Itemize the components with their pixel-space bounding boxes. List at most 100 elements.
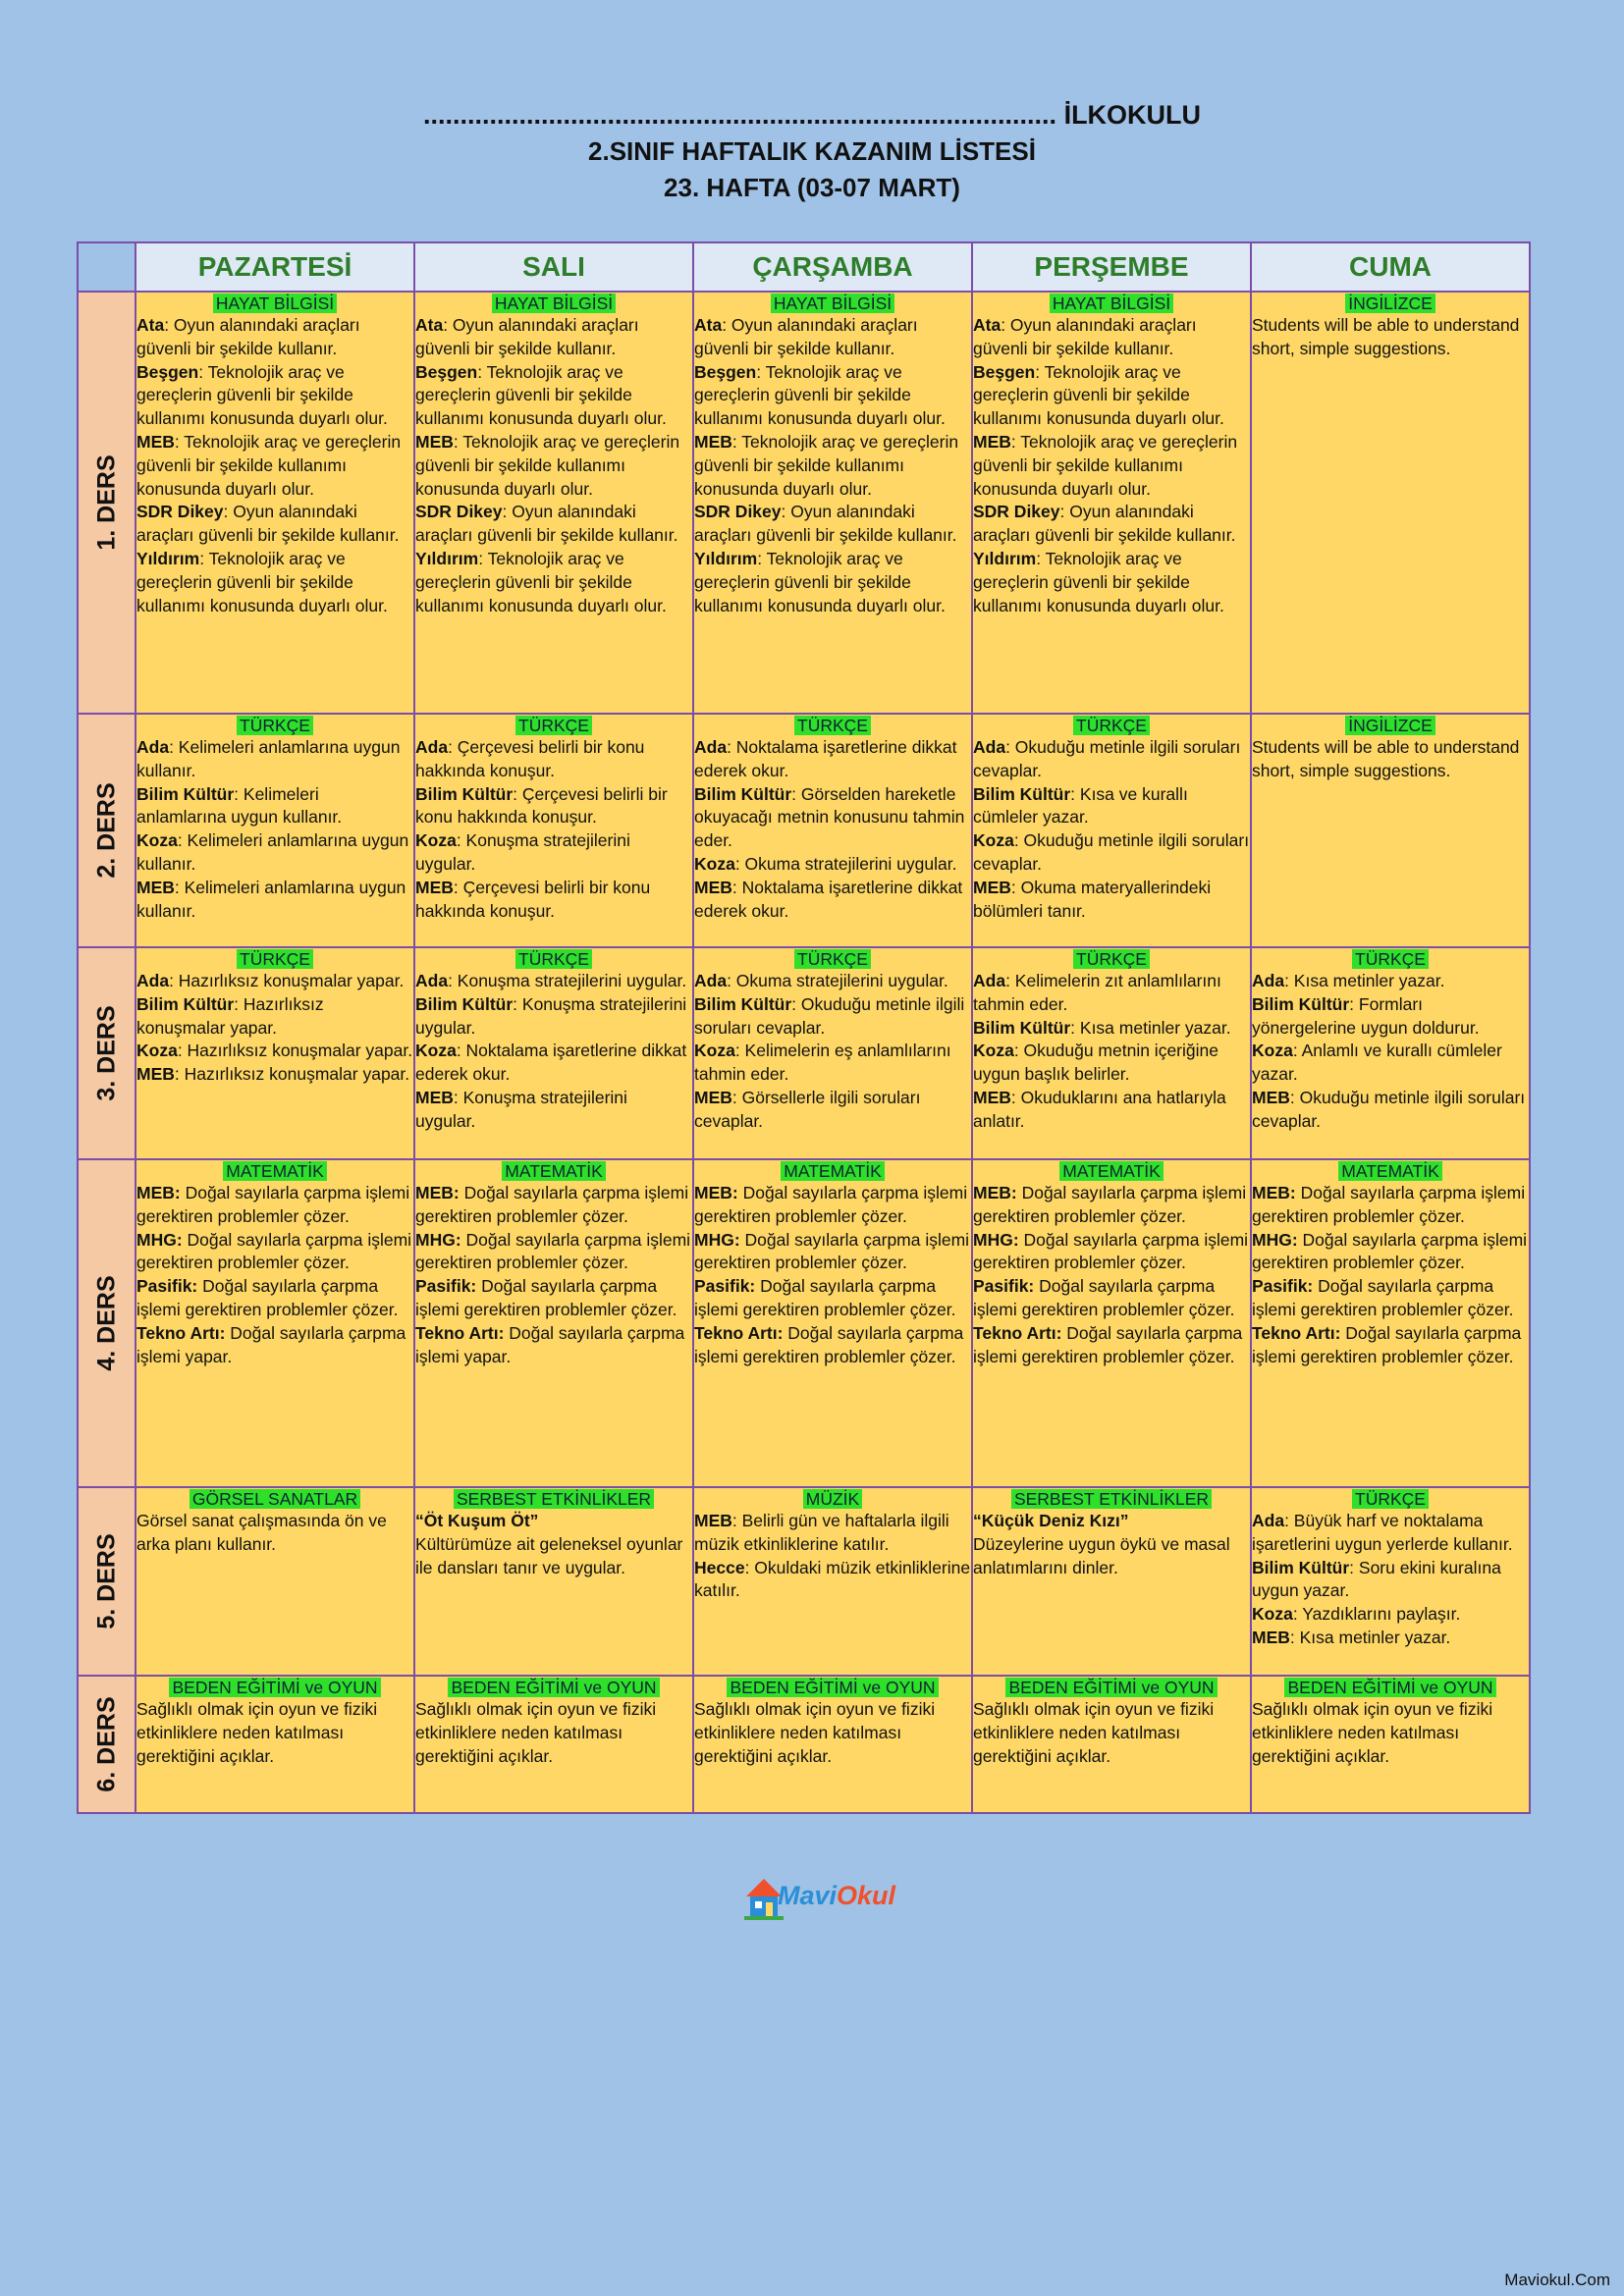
book-name: Koza	[415, 830, 457, 851]
outcome-text: Doğal sayılarla çarpma işlemi gerektiren…	[973, 1183, 1247, 1226]
outcome-text: Doğal sayılarla çarpma işlemi gerektiren…	[1252, 1322, 1522, 1366]
outcome-entry: Bilim Kültür: Okuduğu metinle ilgili sor…	[694, 993, 970, 1041]
outcome-entry: Pasifik: Doğal sayılarla çarpma işlemi g…	[415, 1275, 691, 1322]
outcome-text: : Çerçevesi belirli bir konu hakkında ko…	[415, 783, 668, 828]
outcome-entry: Ata: Oyun alanındaki araçları güvenli bi…	[415, 314, 691, 361]
subject-label: SERBEST ETKİNLİKLER	[453, 1489, 655, 1509]
lesson-row: 5. DERS GÖRSEL SANATLAR Görsel sanat çalış…	[77, 1486, 1531, 1677]
outcome-entry: “Öt Kuşum Öt”	[416, 1510, 691, 1533]
schedule-table: PAZARTESİ SALI ÇARŞAMBA PERŞEMBE CUMA 1.…	[77, 241, 1531, 1814]
outcome-text: : Noktalama işaretlerine dikkat ederek o…	[415, 1041, 687, 1085]
book-name: MEB	[694, 431, 732, 452]
lesson-cell: TÜRKÇE Ada: Çerçevesi belirli bir konu ha…	[413, 713, 694, 948]
outcome-entry: Ata: Oyun alanındaki araçları güvenli bi…	[695, 314, 970, 361]
book-name: MEB:	[973, 1183, 1017, 1202]
outcome-text: Doğal sayılarla çarpma işlemi gerektiren…	[973, 1229, 1249, 1273]
outcome-entry: MEB: Okuduklarını ana hatlarıyla anlatır…	[974, 1087, 1249, 1134]
outcome-text: : Okuduğu metinle ilgili soruları cevapl…	[973, 830, 1250, 874]
subject-label-wrap: MATEMATİK	[1253, 1161, 1528, 1182]
outcome-entry: MHG: Doğal sayılarla çarpma işlemi gerek…	[695, 1229, 970, 1276]
lesson-cell: MATEMATİK MEB: Doğal sayılarla çarpma işl…	[971, 1158, 1252, 1488]
outcome-text: : Teknolojik araç ve gereçlerin güvenli …	[415, 548, 667, 615]
subject-label-wrap: TÜRKÇE	[137, 716, 412, 736]
outcome-entry: Tekno Artı: Doğal sayılarla çarpma işlem…	[1252, 1322, 1528, 1369]
lesson-cell: BEDEN EĞİTİMİ ve OYUN Sağlıklı olmak için…	[413, 1675, 694, 1814]
book-name: SDR Dikey	[694, 502, 782, 522]
house-icon	[744, 1879, 784, 1920]
outcome-text: Doğal sayılarla çarpma işlemi yapar.	[415, 1322, 685, 1366]
subject-label: HAYAT BİLGİSİ	[212, 294, 338, 313]
subject-label-wrap: MATEMATİK	[695, 1161, 970, 1182]
book-name: Ada	[973, 971, 1006, 990]
subject-label-wrap: TÜRKÇE	[416, 949, 691, 970]
outcome-entry: Sağlıklı olmak için oyun ve fiziki etkin…	[137, 1698, 412, 1768]
outcome-text: : Oyun alanındaki araçları güvenli bir ş…	[415, 315, 639, 358]
book-name: SDR Dikey	[136, 502, 224, 522]
outcome-entry: Koza: Hazırlıksız konuşmalar yapar.	[137, 1040, 412, 1063]
lesson-cell: İNGİLİZCE Students will be able to unders…	[1250, 291, 1531, 715]
lesson-row: 4. DERS MATEMATİK MEB: Doğal sayılarla çar…	[77, 1158, 1531, 1488]
outcome-entry: “Küçük Deniz Kızı”	[974, 1510, 1249, 1533]
outcome-text: : Teknolojik araç ve gereçlerin güvenli …	[973, 431, 1238, 499]
subject-label-wrap: HAYAT BİLGİSİ	[974, 294, 1249, 314]
book-name: Ada	[973, 737, 1006, 757]
lesson-label-text: 6. DERS	[92, 1696, 120, 1792]
outcome-entry: MEB: Belirli gün ve haftalarla ilgili mü…	[694, 1510, 970, 1557]
book-name: Tekno Artı:	[1252, 1322, 1341, 1343]
book-name: MEB	[1252, 1627, 1290, 1647]
book-name: Yıldırım	[415, 548, 479, 568]
outcome-entry: Yıldırım: Teknolojik araç ve gereçlerin …	[415, 548, 691, 617]
subject-label-wrap: MÜZİK	[695, 1489, 970, 1510]
outcome-text: : Kelimeleri anlamlarına uygun kullanır.	[136, 783, 343, 828]
book-name: Ada	[1252, 1511, 1285, 1530]
book-name: MEB	[136, 877, 175, 897]
outcome-text: : Konuşma stratejilerini uygular.	[415, 830, 630, 874]
outcome-entry: Beşgen: Teknolojik araç ve gereçlerin gü…	[416, 361, 691, 431]
day-header: CUMA	[1250, 241, 1531, 293]
outcome-entry: Beşgen: Teknolojik araç ve gereçlerin gü…	[974, 361, 1249, 431]
subject-label: GÖRSEL SANATLAR	[189, 1489, 361, 1509]
outcome-entry: Koza: Anlamlı ve kurallı cümleler yazar.	[1253, 1040, 1528, 1087]
outcome-entry: MEB: Doğal sayılarla çarpma işlemi gerek…	[1253, 1182, 1528, 1229]
outcome-text: : Okuma materyallerindeki bölümleri tanı…	[973, 877, 1212, 921]
lesson-cell: GÖRSEL SANATLAR Görsel sanat çalışmasında…	[135, 1486, 415, 1677]
subject-label: MATEMATİK	[1338, 1161, 1442, 1181]
book-name: Tekno Artı:	[415, 1322, 505, 1343]
outcome-entry: Bilim Kültür: Kısa ve kurallı cümleler y…	[973, 783, 1249, 830]
outcome-text: : Okuduğu metinle ilgili soruları cevapl…	[694, 993, 965, 1038]
outcome-entry: MEB: Doğal sayılarla çarpma işlemi gerek…	[695, 1182, 970, 1229]
book-name: MEB	[415, 431, 454, 452]
outcome-entry: Ada: Kelimeleri anlamlarına uygun kullan…	[137, 736, 412, 783]
outcome-text: Doğal sayılarla çarpma işlemi gerektiren…	[415, 1276, 677, 1319]
book-name: MHG:	[973, 1229, 1019, 1250]
outcome-text: : Görsellerle ilgili soruları cevaplar.	[694, 1087, 921, 1131]
outcome-text: Sağlıklı olmak için oyun ve fiziki etkin…	[1252, 1699, 1493, 1766]
outcome-entry: Ata: Oyun alanındaki araçları güvenli bi…	[137, 314, 412, 361]
subject-label-wrap: BEDEN EĞİTİMİ ve OYUN	[137, 1678, 412, 1698]
day-header-row: PAZARTESİ SALI ÇARŞAMBA PERŞEMBE CUMA	[77, 241, 1531, 293]
outcome-entry: Koza: Okuduğu metinle ilgili soruları ce…	[973, 829, 1250, 877]
outcome-entry: MEB: Görsellerle ilgili soruları cevapla…	[694, 1087, 970, 1134]
book-name: MHG:	[136, 1229, 183, 1250]
outcome-text: : Soru ekini kuralına uygun yazar.	[1252, 1557, 1501, 1601]
outcome-text: : Kelimeleri anlamlarına uygun kullanır.	[136, 877, 406, 921]
book-name: Bilim Kültür	[973, 783, 1071, 804]
book-name: Pasifik:	[973, 1276, 1035, 1297]
outcome-entry: MEB: Okuduğu metinle ilgili soruları cev…	[1253, 1087, 1528, 1134]
book-name: Bilim Kültür	[694, 993, 792, 1014]
outcome-entry: SDR Dikey: Oyun alanındaki araçları güve…	[136, 501, 412, 548]
outcome-text: : Kısa metinler yazar.	[1289, 1627, 1451, 1647]
book-name: MEB	[973, 431, 1011, 452]
outcome-text: Students will be able to understand shor…	[1252, 737, 1520, 780]
school-name: ........................................…	[422, 100, 1202, 130]
lesson-cell: BEDEN EĞİTİMİ ve OYUN Sağlıklı olmak için…	[692, 1675, 973, 1814]
book-name: MEB:	[136, 1183, 181, 1202]
lesson-cell: TÜRKÇE Ada: Noktalama işaretlerine dikkat…	[692, 713, 973, 948]
book-name: Bilim Kültür	[973, 1017, 1071, 1038]
outcome-entry: Koza: Kelimelerin eş anlamlılarını tahmi…	[695, 1040, 970, 1087]
outcome-text: : Çerçevesi belirli bir konu hakkında ko…	[415, 877, 651, 921]
book-name: Bilim Kültür	[1252, 993, 1350, 1014]
outcome-entry: MEB: Noktalama işaretlerine dikkat edere…	[695, 877, 970, 924]
book-name: MEB	[694, 1511, 732, 1530]
outcome-entry: Bilim Kültür: Soru ekini kuralına uygun …	[1252, 1557, 1528, 1604]
